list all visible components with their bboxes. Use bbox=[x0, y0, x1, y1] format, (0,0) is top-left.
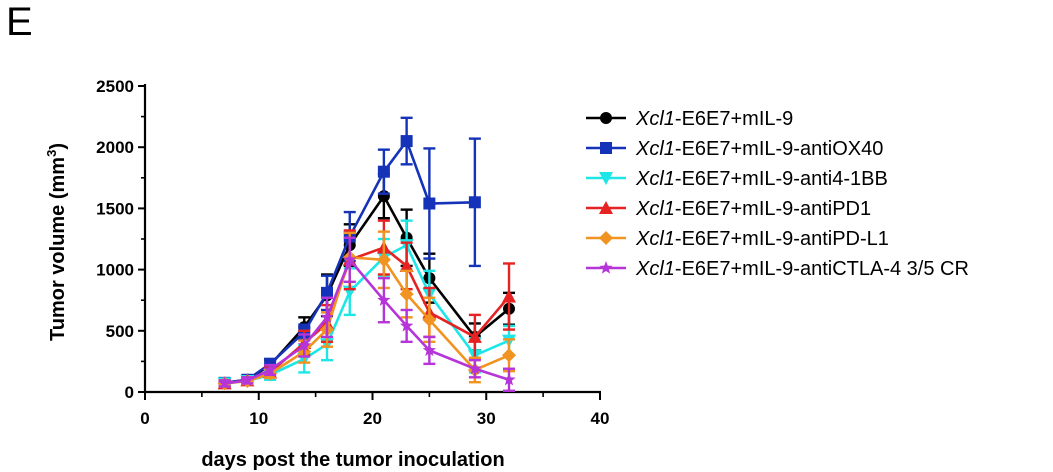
legend-label-rest: -E6E7+mIL-9-antiOX40 bbox=[675, 138, 883, 160]
series-marker bbox=[467, 329, 482, 343]
legend-item-4: Xcl1-E6E7+mIL-9-antiPD1 bbox=[586, 198, 871, 220]
y-axis-title-sup: 3 bbox=[44, 150, 59, 157]
series-marker bbox=[600, 112, 612, 124]
legend-item-3: Xcl1-E6E7+mIL-9-anti4-1BB bbox=[586, 168, 888, 190]
legend-label-italic: Xcl1 bbox=[635, 198, 675, 220]
legend-item-5: Xcl1-E6E7+mIL-9-antiPD-L1 bbox=[586, 228, 889, 250]
series-marker bbox=[502, 372, 516, 386]
y-axis-title-close: ) bbox=[47, 143, 69, 150]
legend-label-italic: Xcl1 bbox=[635, 228, 675, 250]
y-tick-label: 500 bbox=[106, 322, 134, 341]
y-axis-title-main: Tumor volume (mm bbox=[47, 157, 69, 341]
series-marker bbox=[600, 142, 612, 154]
series-marker bbox=[376, 252, 391, 267]
chart-series bbox=[217, 116, 516, 392]
series-marker bbox=[423, 197, 436, 210]
legend-label: Xcl1-E6E7+mIL-9-anti4-1BB bbox=[635, 168, 888, 190]
series-marker bbox=[422, 343, 437, 357]
series-marker bbox=[321, 286, 333, 299]
legend-label: Xcl1-E6E7+mIL-9-antiPD-L1 bbox=[635, 228, 889, 250]
series-marker bbox=[240, 373, 255, 387]
legend-label-rest: -E6E7+mIL-9-antiPD1 bbox=[675, 198, 871, 220]
series-marker bbox=[502, 289, 516, 303]
series-marker bbox=[399, 287, 414, 302]
legend-item-2: Xcl1-E6E7+mIL-9-antiOX40 bbox=[586, 138, 883, 160]
legend-label: Xcl1-E6E7+mIL-9-antiOX40 bbox=[635, 138, 883, 160]
legend-label-rest: -E6E7+mIL-9-antiCTLA-4 3/5 CR bbox=[675, 258, 969, 280]
y-tick-label: 2000 bbox=[96, 138, 134, 157]
series-marker bbox=[599, 172, 613, 185]
y-axis-title: Tumor volume (mm3) bbox=[44, 143, 69, 341]
x-tick-label: 30 bbox=[477, 409, 496, 428]
series-marker bbox=[399, 318, 414, 332]
legend-label-italic: Xcl1 bbox=[635, 138, 675, 160]
x-tick-label: 40 bbox=[591, 409, 610, 428]
series-marker bbox=[422, 312, 437, 327]
y-tick-label: 1500 bbox=[96, 199, 134, 218]
y-tick-label: 0 bbox=[125, 383, 134, 402]
series-marker bbox=[468, 361, 482, 375]
legend-item-1: Xcl1-E6E7+mIL-9 bbox=[586, 108, 793, 130]
series-marker bbox=[217, 376, 232, 390]
series-marker bbox=[502, 348, 516, 363]
series-line bbox=[224, 193, 510, 385]
series-marker bbox=[599, 201, 613, 214]
legend-label-rest: -E6E7+mIL-9 bbox=[675, 108, 793, 130]
legend-label: Xcl1-E6E7+mIL-9-antiPD1 bbox=[635, 198, 871, 220]
y-tick-label: 2500 bbox=[96, 77, 134, 96]
y-tick-label: 1000 bbox=[96, 261, 134, 280]
chart-legend: Xcl1-E6E7+mIL-9Xcl1-E6E7+mIL-9-antiOX40X… bbox=[586, 108, 969, 280]
series-marker bbox=[377, 165, 390, 178]
legend-label-rest: -E6E7+mIL-9-antiPD-L1 bbox=[675, 228, 889, 250]
legend-label-italic: Xcl1 bbox=[635, 168, 675, 190]
legend-label-italic: Xcl1 bbox=[635, 108, 675, 130]
series-marker bbox=[343, 252, 357, 266]
series-line bbox=[224, 138, 475, 385]
legend-label: Xcl1-E6E7+mIL-9-antiCTLA-4 3/5 CR bbox=[635, 258, 969, 280]
legend-item-6: Xcl1-E6E7+mIL-9-antiCTLA-4 3/5 CR bbox=[586, 258, 969, 280]
series-marker bbox=[400, 135, 413, 148]
x-axis-title: days post the tumor inoculation bbox=[201, 449, 504, 471]
panel-label: E bbox=[6, 0, 33, 44]
series-marker bbox=[468, 196, 481, 209]
series-marker bbox=[263, 362, 277, 376]
legend-label-italic: Xcl1 bbox=[635, 258, 675, 280]
chart-axes: 0 500 1000 1500 2000 2500 0 10 20 30 40 bbox=[96, 77, 609, 428]
series-marker bbox=[320, 310, 334, 323]
legend-label-rest: -E6E7+mIL-9-anti4-1BB bbox=[675, 168, 888, 190]
series-marker bbox=[399, 258, 414, 272]
series-marker bbox=[377, 293, 391, 306]
x-tick-label: 0 bbox=[140, 409, 149, 428]
series-marker bbox=[297, 338, 311, 352]
legend-label: Xcl1-E6E7+mIL-9 bbox=[635, 108, 793, 130]
series-6 bbox=[217, 236, 516, 392]
series-marker bbox=[599, 261, 613, 274]
series-marker bbox=[599, 231, 613, 245]
x-tick-label: 10 bbox=[249, 409, 268, 428]
x-tick-label: 20 bbox=[363, 409, 382, 428]
